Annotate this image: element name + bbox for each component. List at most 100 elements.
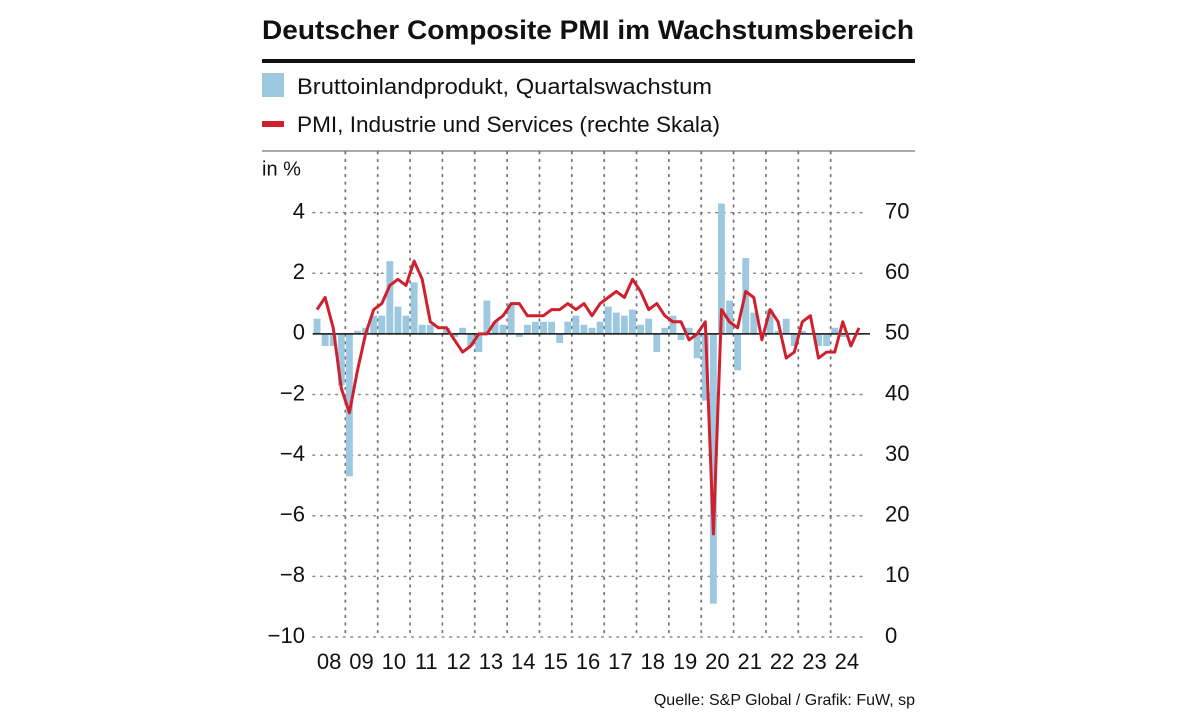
x-tick-label: 24 — [835, 649, 859, 674]
bar — [580, 324, 588, 334]
y-tick-label: 2 — [293, 259, 305, 284]
bar — [410, 282, 418, 334]
bar — [402, 315, 410, 334]
x-tick-label: 21 — [738, 649, 762, 674]
bar — [313, 318, 321, 334]
bar — [531, 321, 539, 334]
x-tick-label: 08 — [317, 649, 341, 674]
bar — [548, 321, 556, 334]
y2-tick-label: 50 — [885, 320, 909, 345]
bar — [337, 333, 345, 386]
source: Quelle: S&P Global / Grafik: FuW, sp — [654, 692, 915, 709]
bar — [815, 333, 822, 346]
bar — [620, 315, 628, 334]
legend-label: Bruttoinlandprodukt, Quartalswachstum — [297, 74, 712, 99]
axis-label: in % — [262, 158, 301, 180]
y2-tick-label: 60 — [885, 259, 909, 284]
bar — [726, 300, 733, 334]
bar — [798, 330, 806, 334]
bar — [701, 333, 709, 401]
y-tick-label: −4 — [280, 441, 305, 466]
bar — [596, 321, 604, 334]
bar — [370, 315, 378, 334]
y2-tick-label: 40 — [885, 380, 909, 405]
y-tick-label: −6 — [280, 502, 305, 527]
bar — [612, 312, 620, 334]
bar — [669, 315, 677, 334]
bar — [766, 309, 774, 334]
bar — [734, 333, 742, 371]
x-tick-label: 13 — [479, 649, 503, 674]
bar — [831, 327, 839, 334]
bar — [718, 203, 725, 334]
x-tick-label: 09 — [349, 649, 373, 674]
bar — [426, 324, 434, 334]
bar — [354, 330, 361, 334]
legend-label: PMI, Industrie und Services (rechte Skal… — [297, 112, 720, 137]
x-tick-label: 19 — [673, 649, 697, 674]
bar — [693, 333, 701, 359]
bar — [685, 327, 693, 334]
bar — [629, 309, 636, 334]
bar — [515, 333, 523, 337]
bar — [653, 333, 661, 353]
bar — [823, 333, 831, 346]
bar — [523, 324, 531, 334]
legend-swatch — [262, 73, 284, 97]
y2-tick-label: 0 — [885, 623, 897, 648]
legend-swatch — [262, 121, 284, 127]
bar — [321, 333, 329, 346]
x-tick-label: 15 — [543, 649, 567, 674]
bar — [556, 333, 564, 343]
bar — [572, 315, 580, 334]
bar — [394, 306, 402, 334]
y-tick-label: 4 — [293, 198, 305, 223]
bar — [418, 324, 426, 334]
bar — [588, 327, 596, 334]
bar — [459, 327, 467, 334]
y2-tick-label: 10 — [885, 562, 909, 587]
x-tick-label: 11 — [415, 649, 438, 674]
bar — [483, 300, 491, 334]
bar — [750, 312, 758, 334]
bar — [467, 333, 475, 346]
bar — [507, 303, 515, 334]
bar — [782, 318, 790, 334]
y2-tick-label: 30 — [885, 441, 909, 466]
bar — [637, 324, 645, 334]
bar — [329, 333, 337, 346]
y-tick-label: −2 — [280, 380, 305, 405]
bar — [386, 261, 394, 334]
y-tick-label: 0 — [293, 320, 305, 345]
bar — [774, 330, 782, 334]
x-tick-label: 23 — [802, 649, 826, 674]
title-rule — [262, 59, 915, 63]
bar — [378, 315, 386, 334]
x-tick-label: 20 — [705, 649, 729, 674]
x-tick-label: 10 — [382, 649, 406, 674]
bar — [475, 333, 483, 353]
x-tick-label: 16 — [576, 649, 600, 674]
x-tick-label: 12 — [446, 649, 470, 674]
bar — [443, 327, 450, 334]
bar — [491, 321, 499, 334]
bar — [604, 306, 612, 334]
x-tick-label: 22 — [770, 649, 794, 674]
x-tick-label: 17 — [608, 649, 632, 674]
bar — [677, 333, 685, 340]
bar — [709, 333, 717, 604]
y-tick-label: −10 — [268, 623, 305, 648]
bar — [540, 321, 547, 334]
y2-tick-label: 70 — [885, 198, 909, 223]
line — [315, 259, 861, 536]
y2-tick-label: 20 — [885, 502, 909, 527]
bar — [451, 333, 458, 337]
bar — [790, 333, 798, 346]
bar — [661, 327, 669, 334]
y-tick-label: −8 — [280, 562, 305, 587]
x-tick-label: 18 — [640, 649, 664, 674]
bar — [564, 321, 572, 334]
x-tick-label: 14 — [511, 649, 535, 674]
